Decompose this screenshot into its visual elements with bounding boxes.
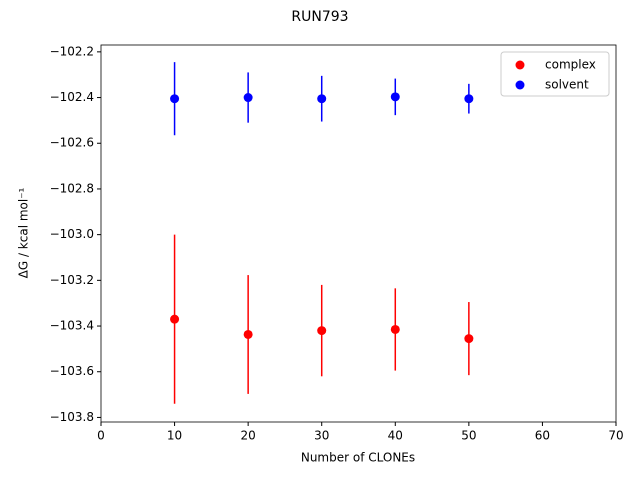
- point: [243, 329, 253, 339]
- legend-label: solvent: [545, 78, 589, 92]
- y-tick-label: −103.0: [50, 227, 94, 241]
- point: [243, 93, 253, 103]
- point: [390, 324, 400, 334]
- x-tick-label: 50: [461, 429, 476, 443]
- x-tick-label: 40: [388, 429, 403, 443]
- point: [170, 314, 180, 324]
- legend-box: [500, 51, 610, 97]
- y-tick-label: −102.8: [50, 181, 94, 195]
- y-tick-label: −102.4: [50, 90, 94, 104]
- point: [317, 326, 327, 336]
- y-axis-label: ΔG / kcal mol⁻¹: [17, 187, 31, 278]
- y-tick-label: −102.6: [50, 136, 94, 150]
- x-tick-label: 30: [314, 429, 329, 443]
- y-tick-label: −103.6: [50, 364, 94, 378]
- legend-marker: [515, 80, 525, 90]
- legend-marker: [515, 60, 525, 70]
- x-tick-label: 70: [608, 429, 623, 443]
- point: [317, 94, 327, 104]
- plot-frame: [100, 44, 617, 423]
- x-tick-label: 0: [97, 429, 105, 443]
- x-tick-label: 60: [535, 429, 550, 443]
- legend-label: complex: [545, 58, 596, 72]
- y-tick-label: −103.4: [50, 319, 94, 333]
- x-axis-label: Number of CLONEs: [301, 451, 415, 465]
- chart-title: RUN793: [291, 9, 348, 25]
- point: [464, 94, 474, 104]
- x-tick-label: 10: [167, 429, 182, 443]
- point: [464, 334, 474, 344]
- point: [390, 92, 400, 102]
- y-tick-label: −103.2: [50, 273, 94, 287]
- y-tick-label: −102.2: [50, 44, 94, 58]
- point: [170, 94, 180, 104]
- x-tick-label: 20: [241, 429, 256, 443]
- y-tick-label: −103.8: [50, 410, 94, 424]
